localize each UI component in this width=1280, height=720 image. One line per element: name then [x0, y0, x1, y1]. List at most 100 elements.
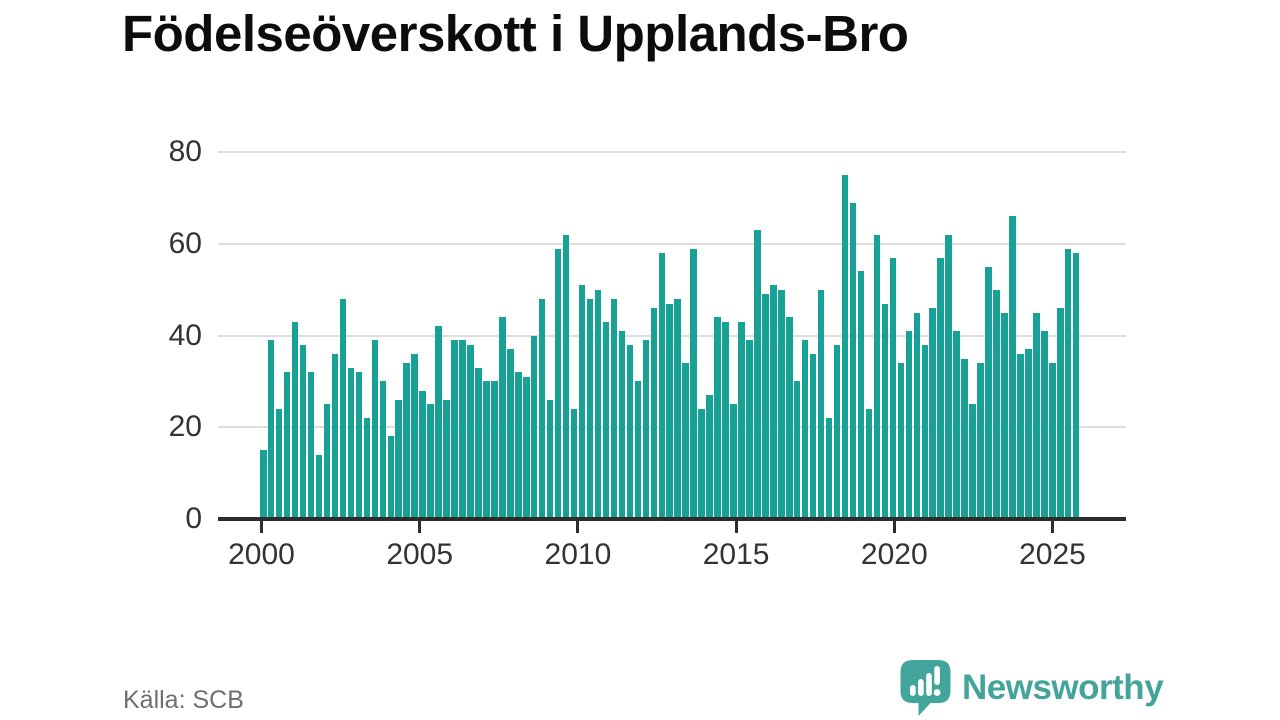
- newsworthy-bubble-chart-icon: [900, 660, 951, 716]
- bar: [523, 376, 530, 519]
- bar: [754, 230, 761, 519]
- bar: [1041, 331, 1048, 519]
- bar: [538, 298, 546, 519]
- bar: [562, 234, 570, 519]
- bar: [1049, 363, 1056, 519]
- bar: [1025, 349, 1032, 519]
- bar: [339, 298, 347, 519]
- gridline-y-60: [218, 242, 1126, 245]
- x-axis-label: 2025: [1019, 538, 1086, 571]
- x-axis-line: [218, 517, 1126, 521]
- bar: [387, 436, 395, 519]
- bar: [993, 289, 1000, 519]
- bar: [730, 404, 737, 519]
- bar: [809, 353, 817, 519]
- bar: [395, 399, 402, 519]
- bar: [594, 289, 602, 519]
- bar: [961, 358, 968, 519]
- bar: [969, 404, 976, 519]
- bar: [323, 404, 331, 519]
- bar: [546, 399, 554, 519]
- bar: [722, 321, 729, 519]
- bar: [307, 372, 315, 519]
- bar: [714, 317, 721, 519]
- x-axis-label: 2005: [386, 538, 454, 571]
- bar: [706, 395, 713, 519]
- bar: [778, 289, 785, 519]
- source-label: Källa: SCB: [123, 686, 244, 714]
- bar: [674, 298, 681, 519]
- y-axis-label: 80: [168, 135, 202, 169]
- bar: [786, 317, 793, 519]
- bar: [451, 340, 458, 519]
- y-axis-label: 0: [185, 502, 202, 535]
- bar: [355, 372, 363, 519]
- bar: [881, 303, 889, 519]
- gridline-y-80: [218, 151, 1126, 154]
- bar: [379, 381, 387, 519]
- bar: [315, 454, 323, 519]
- bar: [331, 353, 339, 519]
- bar: [483, 381, 490, 519]
- bar: [570, 408, 578, 519]
- page-title: Födelseöverskott i Upplands-Bro: [122, 5, 909, 62]
- bar: [626, 344, 634, 519]
- bar: [738, 321, 745, 519]
- bar: [817, 289, 825, 519]
- bar: [530, 335, 538, 519]
- bar: [1033, 312, 1040, 519]
- bar: [698, 408, 705, 519]
- bar: [857, 271, 865, 519]
- bar: [427, 404, 434, 519]
- y-axis-label: 40: [168, 318, 202, 352]
- bar: [459, 340, 466, 519]
- bar: [849, 202, 857, 519]
- bar: [411, 353, 418, 519]
- newsworthy-logo: Newsworthy: [899, 659, 1164, 717]
- bar: [690, 248, 697, 519]
- bar: [905, 331, 913, 519]
- bar: [363, 418, 371, 519]
- x-tick-mark: [260, 521, 263, 533]
- bar: [985, 266, 992, 519]
- bar: [467, 344, 474, 519]
- bar: [953, 331, 960, 519]
- bar: [897, 363, 905, 519]
- bar: [260, 450, 267, 519]
- bar: [873, 234, 881, 519]
- bar: [945, 234, 952, 519]
- bar: [921, 344, 928, 519]
- bar: [610, 298, 618, 519]
- bar: [578, 285, 586, 519]
- x-tick-mark: [418, 521, 422, 533]
- bar: [443, 399, 450, 519]
- bar: [475, 367, 482, 519]
- bar: [275, 408, 283, 519]
- bar: [977, 363, 984, 519]
- x-axis-label: 2010: [544, 538, 612, 571]
- bar: [913, 312, 921, 519]
- bar: [507, 349, 514, 519]
- bar: [618, 331, 626, 519]
- bar: [291, 321, 299, 519]
- bar: [371, 340, 379, 519]
- bar: [435, 326, 442, 519]
- bar: [419, 390, 426, 519]
- bar: [299, 344, 307, 519]
- bar: [841, 175, 849, 519]
- bar: [515, 372, 522, 519]
- y-axis-label: 60: [168, 226, 202, 260]
- bar: [1072, 253, 1080, 519]
- bar: [499, 317, 506, 519]
- x-tick-mark: [1051, 521, 1054, 533]
- bar: [833, 344, 841, 519]
- x-axis-label: 2015: [702, 538, 770, 571]
- bar: [937, 257, 944, 519]
- bar: [403, 363, 410, 519]
- bar: [682, 363, 689, 519]
- bar: [762, 294, 769, 519]
- bar: [929, 308, 936, 519]
- bar: [267, 340, 275, 519]
- bar: [1064, 248, 1072, 519]
